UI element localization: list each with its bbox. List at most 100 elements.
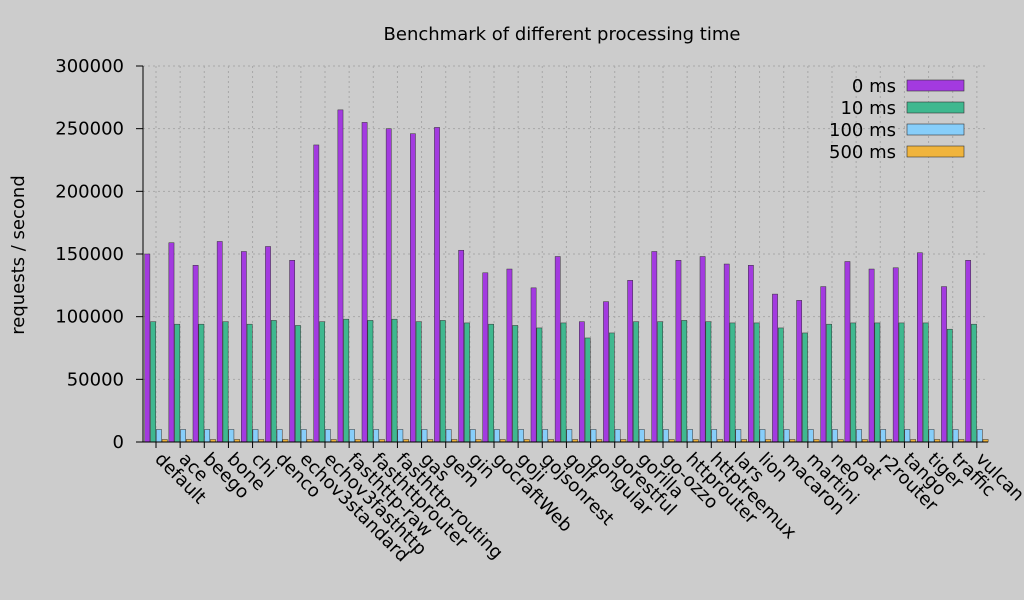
bar-0ms-gojsonrest — [530, 287, 537, 443]
bar-0ms-lion — [748, 265, 754, 443]
legend-swatch — [906, 145, 965, 158]
bar-100ms-martini — [807, 429, 814, 443]
bar-100ms-lion — [759, 429, 766, 443]
bar-10ms-gocraftWeb — [488, 323, 494, 443]
bar-100ms-gorilla — [638, 429, 645, 443]
bar-100ms-default — [156, 429, 162, 443]
bar-0ms-tiger — [917, 252, 923, 443]
bar-10ms-gongular — [584, 337, 591, 443]
bar-10ms-pat — [850, 322, 857, 443]
bar-0ms-vulcan — [965, 260, 972, 443]
bar-0ms-pat — [844, 261, 851, 443]
bar-0ms-fasthttprouter — [361, 122, 368, 443]
bar-100ms-tango — [904, 429, 911, 443]
bar-100ms-echov3standard — [300, 429, 307, 443]
bar-10ms-macaron — [777, 327, 784, 443]
bar-0ms-httptreemux — [699, 256, 706, 443]
y-axis-ticks: 0 50000 100000 150000 200000 250000 300000 — [55, 56, 143, 453]
bar-0ms-default — [144, 253, 151, 443]
bar-100ms-denco — [276, 429, 283, 443]
bar-10ms-lion — [753, 322, 760, 443]
bar-100ms-gojsonrest — [542, 429, 549, 443]
bar-10ms-gorestful — [608, 332, 615, 443]
bar-0ms-martini — [796, 300, 803, 443]
legend-label: 500 ms — [829, 142, 896, 163]
bar-100ms-gocraftWeb — [494, 429, 500, 443]
bar-100ms-echov3fasthttp — [325, 429, 331, 443]
bar-0ms-tango — [892, 267, 899, 443]
bar-10ms-gem — [439, 320, 446, 443]
bar-100ms-golf — [566, 429, 573, 443]
bar-10ms-golf — [560, 322, 567, 443]
bar-0ms-goji — [506, 268, 513, 443]
bar-100ms-r2router — [880, 429, 887, 443]
legend-swatch — [906, 123, 965, 136]
bar-10ms-r2router — [874, 322, 881, 443]
bar-0ms-neo — [820, 286, 827, 443]
bar-10ms-gorilla — [633, 321, 639, 443]
bar-10ms-beego — [198, 323, 205, 443]
bar-0ms-gem — [434, 127, 440, 443]
y-tick-label: 150000 — [55, 244, 124, 265]
bar-0ms-httprouter — [675, 260, 682, 443]
bar-10ms-fasthttp-raw — [343, 318, 350, 443]
bar-0ms-gorilla — [627, 280, 634, 443]
bar-0ms-fasthttp-routing — [385, 128, 392, 443]
bar-100ms-macaron — [783, 429, 790, 443]
bar-0ms-go-ozzo — [651, 251, 658, 443]
bar-100ms-traffic — [952, 429, 959, 443]
bar-0ms-ace — [168, 242, 175, 443]
bar-10ms-tiger — [922, 322, 929, 443]
bar-100ms-go-ozzo — [663, 429, 669, 443]
bar-0ms-lars — [723, 263, 730, 443]
bar-10ms-neo — [826, 323, 832, 443]
bar-100ms-tiger — [928, 429, 935, 443]
bar-0ms-gongular — [579, 321, 585, 443]
bar-10ms-gojsonrest — [536, 327, 543, 443]
chart-title: Benchmark of different processing time — [384, 24, 741, 45]
bar-100ms-httprouter — [687, 429, 693, 443]
bar-0ms-fasthttp-raw — [337, 109, 344, 443]
bar-0ms-echov3fasthttp — [313, 144, 320, 443]
bar-series — [144, 109, 989, 443]
bar-10ms-bone — [222, 321, 229, 443]
bar-0ms-bone — [216, 241, 223, 443]
bar-10ms-ace — [174, 323, 181, 443]
bar-0ms-traffic — [941, 286, 947, 443]
y-tick-label: 300000 — [55, 56, 124, 77]
bar-10ms-traffic — [946, 328, 953, 443]
bar-100ms-vulcan — [976, 429, 983, 443]
bar-0ms-beego — [192, 265, 199, 443]
bar-100ms-neo — [832, 429, 838, 443]
y-tick-label: 50000 — [67, 369, 124, 390]
bar-0ms-gas — [410, 133, 416, 443]
bar-10ms-martini — [802, 332, 808, 443]
bar-0ms-r2router — [868, 268, 875, 443]
bar-0ms-gocraftWeb — [482, 272, 489, 443]
y-tick-label: 100000 — [55, 307, 124, 328]
bar-0ms-golf — [554, 256, 561, 443]
bar-10ms-fasthttp-routing — [391, 318, 398, 443]
bar-100ms-gas — [421, 429, 428, 443]
bar-10ms-goji — [512, 325, 519, 443]
y-axis-label: requests / second — [8, 175, 29, 335]
legend-swatch — [906, 101, 965, 114]
bar-100ms-fasthttprouter — [373, 429, 380, 443]
legend-label: 10 ms — [840, 98, 896, 119]
bar-10ms-gas — [415, 321, 422, 443]
x-axis-ticks: defaultacebeegobonechidencoechov3standar… — [150, 442, 1024, 566]
gridlines — [143, 65, 988, 442]
legend-swatch — [906, 79, 965, 92]
bar-10ms-echov3fasthttp — [319, 321, 325, 443]
bar-0ms-chi — [241, 251, 247, 443]
bar-10ms-gin — [464, 322, 470, 443]
bar-10ms-go-ozzo — [657, 321, 663, 443]
bar-0ms-echov3standard — [289, 260, 296, 443]
bar-100ms-pat — [856, 429, 862, 443]
y-tick-label: 0 — [113, 432, 124, 453]
bar-0ms-denco — [265, 246, 271, 443]
bar-100ms-fasthttp-raw — [349, 429, 355, 443]
bar-100ms-httptreemux — [711, 429, 718, 443]
bar-10ms-chi — [246, 323, 253, 443]
